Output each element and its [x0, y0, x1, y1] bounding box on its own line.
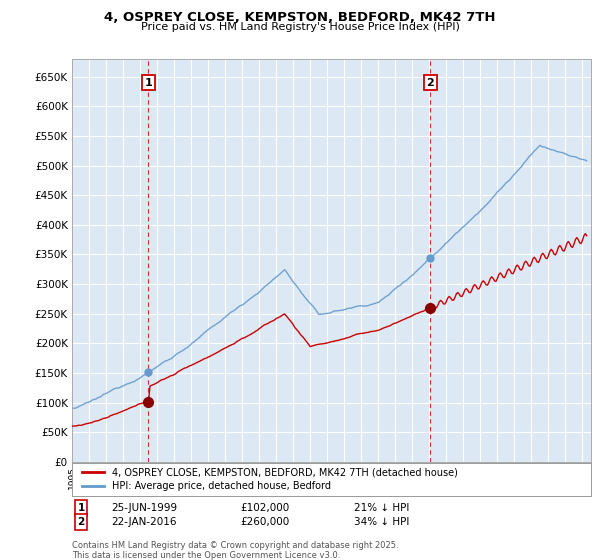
Text: 2: 2: [427, 77, 434, 87]
Legend: 4, OSPREY CLOSE, KEMPSTON, BEDFORD, MK42 7TH (detached house), HPI: Average pric: 4, OSPREY CLOSE, KEMPSTON, BEDFORD, MK42…: [79, 465, 460, 494]
Text: 22-JAN-2016: 22-JAN-2016: [111, 517, 176, 527]
Text: 34% ↓ HPI: 34% ↓ HPI: [354, 517, 409, 527]
Text: 2: 2: [77, 517, 85, 527]
Text: 25-JUN-1999: 25-JUN-1999: [111, 503, 177, 513]
Text: £102,000: £102,000: [240, 503, 289, 513]
Text: 1: 1: [145, 77, 152, 87]
Text: Contains HM Land Registry data © Crown copyright and database right 2025.
This d: Contains HM Land Registry data © Crown c…: [72, 541, 398, 560]
Text: 1: 1: [77, 503, 85, 513]
Text: £260,000: £260,000: [240, 517, 289, 527]
Text: Price paid vs. HM Land Registry's House Price Index (HPI): Price paid vs. HM Land Registry's House …: [140, 22, 460, 32]
Text: 4, OSPREY CLOSE, KEMPSTON, BEDFORD, MK42 7TH: 4, OSPREY CLOSE, KEMPSTON, BEDFORD, MK42…: [104, 11, 496, 24]
Text: 21% ↓ HPI: 21% ↓ HPI: [354, 503, 409, 513]
